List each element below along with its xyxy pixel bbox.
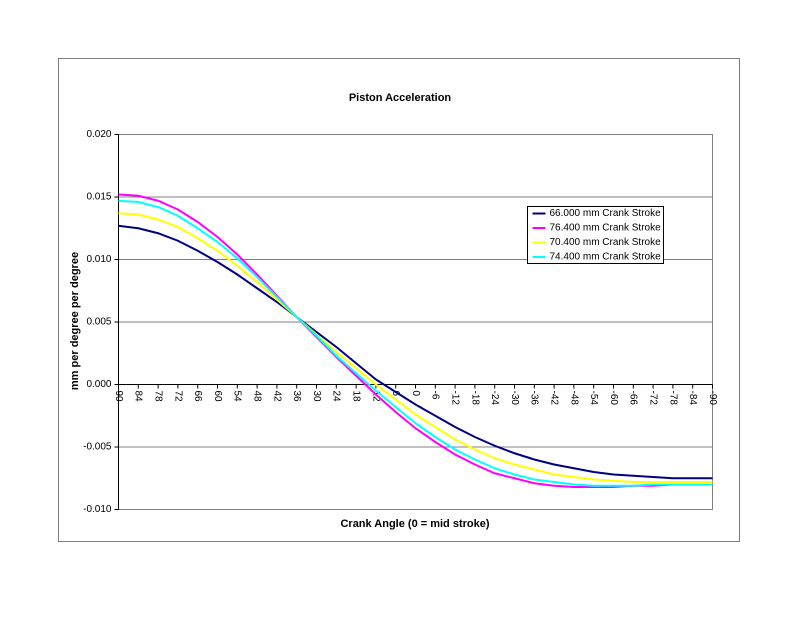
legend-label: 66.000 mm Crank Stroke bbox=[550, 208, 662, 219]
x-tick-label: 54 bbox=[232, 391, 243, 403]
x-tick-label: -72 bbox=[647, 391, 658, 406]
x-tick-label: 0 bbox=[410, 391, 421, 397]
y-tick-label: 0.020 bbox=[86, 129, 111, 140]
x-tick-label: -24 bbox=[489, 391, 500, 406]
x-tick-label: 78 bbox=[152, 391, 163, 403]
x-tick-label: 18 bbox=[350, 391, 361, 403]
series-line bbox=[118, 212, 713, 483]
x-tick-label: -54 bbox=[588, 391, 599, 406]
y-tick-label: -0.005 bbox=[83, 442, 112, 453]
x-tick-label: -78 bbox=[667, 391, 678, 406]
series-line bbox=[118, 193, 713, 488]
y-tick-label: 0.015 bbox=[86, 192, 111, 203]
x-tick-label: 36 bbox=[291, 391, 302, 403]
x-tick-label: 24 bbox=[331, 391, 342, 403]
x-tick-label: -36 bbox=[529, 391, 540, 406]
chart-title: Piston Acceleration bbox=[349, 92, 452, 104]
x-tick-label: 42 bbox=[271, 391, 282, 403]
x-tick-label: -12 bbox=[449, 391, 460, 406]
x-tick-label: 90 bbox=[113, 391, 124, 403]
y-tick-label: 0.010 bbox=[86, 254, 111, 265]
legend-label: 74.400 mm Crank Stroke bbox=[550, 252, 662, 263]
x-tick-label: 66 bbox=[192, 391, 203, 403]
x-tick-label: -48 bbox=[568, 391, 579, 406]
x-tick-label: -6 bbox=[430, 391, 441, 400]
legend-box bbox=[527, 206, 664, 264]
y-axis-label: mm per degree per degree bbox=[69, 252, 81, 390]
x-tick-label: 30 bbox=[311, 391, 322, 403]
x-tick-label: -18 bbox=[469, 391, 480, 406]
x-axis-label: Crank Angle (0 = mid stroke) bbox=[340, 518, 489, 530]
y-tick-label: 0.000 bbox=[86, 379, 111, 390]
x-tick-label: -60 bbox=[608, 391, 619, 406]
legend-label: 70.400 mm Crank Stroke bbox=[550, 237, 662, 248]
y-tick-label: 0.005 bbox=[86, 317, 111, 328]
x-tick-label: -42 bbox=[548, 391, 559, 406]
x-tick-label: 60 bbox=[212, 391, 223, 403]
series-line bbox=[118, 224, 713, 480]
x-tick-label: -90 bbox=[707, 391, 718, 406]
x-tick-label: 6 bbox=[390, 391, 401, 397]
y-tick-label: -0.010 bbox=[83, 504, 112, 515]
x-tick-label: -84 bbox=[687, 391, 698, 406]
x-tick-label: 84 bbox=[133, 391, 144, 403]
x-tick-label: 12 bbox=[370, 391, 381, 403]
series-line bbox=[118, 199, 713, 487]
x-tick-label: -30 bbox=[509, 391, 520, 406]
x-tick-label: 48 bbox=[251, 391, 262, 403]
x-tick-label: -66 bbox=[628, 391, 639, 406]
legend-label: 76.400 mm Crank Stroke bbox=[550, 223, 662, 234]
x-tick-label: 72 bbox=[172, 391, 183, 403]
